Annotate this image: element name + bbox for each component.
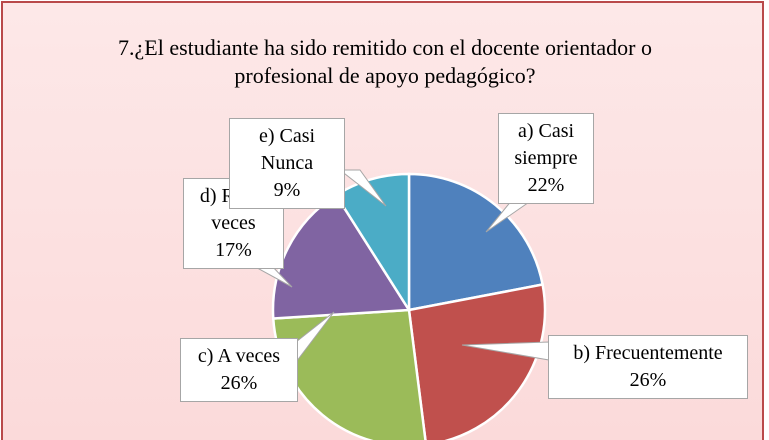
value-label: 26% xyxy=(220,372,258,394)
category-label: c) A veces xyxy=(197,345,281,367)
pie-slice xyxy=(407,172,545,312)
chart-title: 7.¿El estudiante ha sido remitido con el… xyxy=(118,35,652,88)
pie-slice xyxy=(407,283,547,440)
pie xyxy=(271,172,547,440)
callout-pointer xyxy=(338,169,387,207)
callout-pointers xyxy=(249,169,550,364)
data-label: b) Frecuentemente 26% xyxy=(548,335,748,399)
category-label: b) Frecuentemente xyxy=(573,342,723,364)
data-label: a) Casi siempre 22% xyxy=(498,113,594,204)
value-label: 9% xyxy=(273,179,301,201)
value-label: 26% xyxy=(629,369,667,391)
category-label: e) Casi Nunca xyxy=(258,125,316,174)
data-label: e) Casi Nunca 9% xyxy=(229,118,345,209)
data-label: c) A veces 26% xyxy=(180,338,298,402)
value-label: 22% xyxy=(527,174,565,196)
category-label: a) Casi siempre xyxy=(514,120,578,169)
value-label: 17% xyxy=(215,239,252,261)
